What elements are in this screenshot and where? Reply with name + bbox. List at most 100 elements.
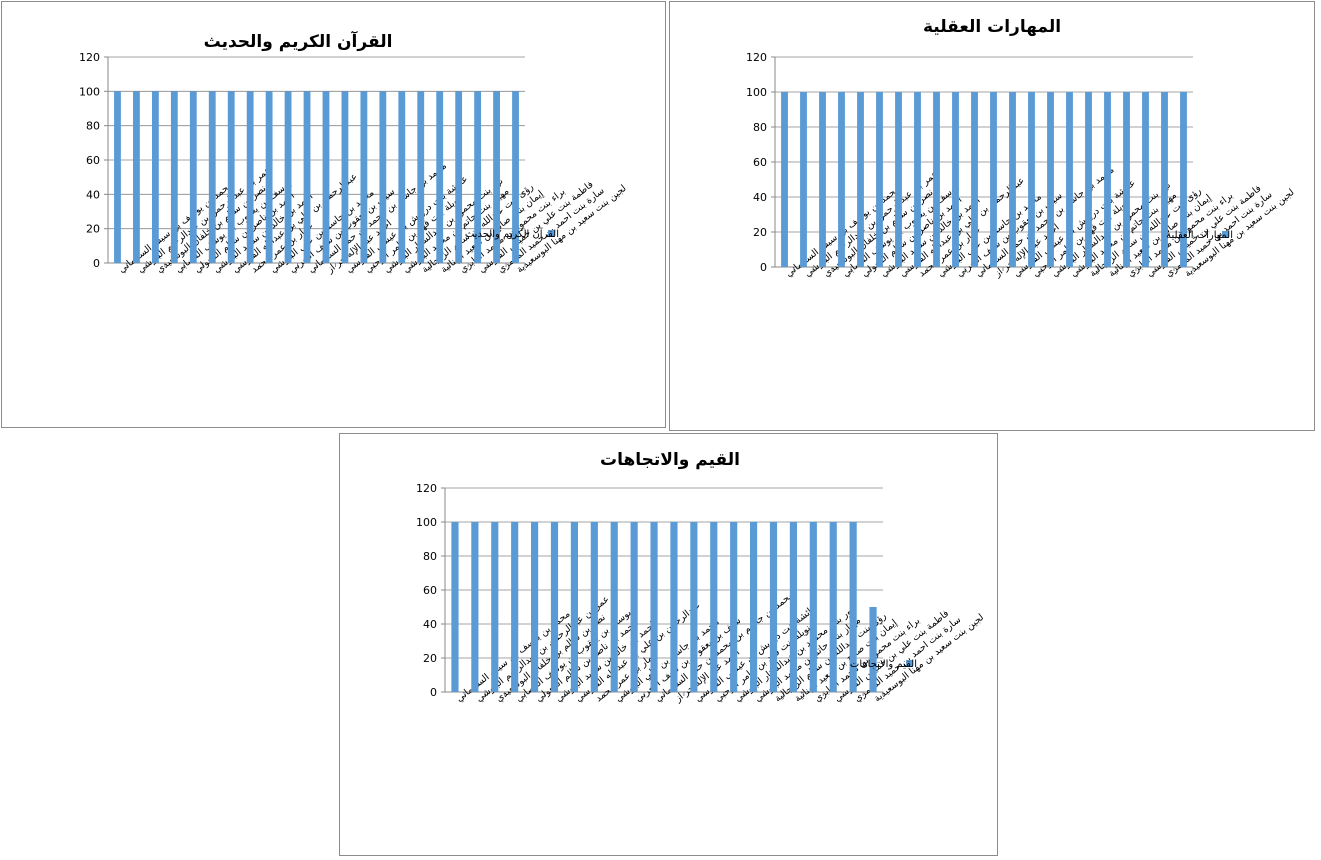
bar bbox=[952, 92, 959, 267]
legend-label: القرآن الكريم والحديث bbox=[465, 227, 559, 240]
bar bbox=[1142, 92, 1149, 267]
y-tick-label: 60 bbox=[86, 154, 100, 167]
y-tick-label: 20 bbox=[86, 223, 100, 236]
bar bbox=[398, 91, 406, 263]
bar bbox=[1028, 92, 1035, 267]
bar bbox=[151, 91, 159, 263]
bar bbox=[265, 91, 273, 263]
bar bbox=[789, 522, 797, 692]
bar bbox=[610, 522, 618, 692]
bar bbox=[493, 91, 500, 263]
y-tick-label: 40 bbox=[423, 618, 437, 631]
bar bbox=[849, 522, 857, 692]
bar bbox=[630, 522, 638, 692]
bar bbox=[303, 91, 311, 263]
legend-swatch bbox=[1222, 231, 1229, 238]
bar bbox=[809, 522, 817, 692]
chart-title: القيم والاتجاهات bbox=[600, 450, 740, 470]
bar bbox=[246, 91, 254, 263]
bar bbox=[670, 522, 678, 692]
bar bbox=[208, 91, 216, 263]
bar bbox=[360, 91, 368, 263]
bar bbox=[417, 91, 425, 263]
chart-panel-mental-skills: المهارات العقلية 120 100 80 60 40 20 0 محمد بن ي… bbox=[669, 1, 1315, 431]
y-tick-label: 0 bbox=[430, 686, 437, 699]
bar bbox=[690, 522, 698, 692]
bar bbox=[570, 522, 578, 692]
y-tick-label: 120 bbox=[416, 482, 437, 495]
bar bbox=[710, 522, 718, 692]
y-tick-label: 20 bbox=[423, 652, 437, 665]
legend-label: القيم والاتجاهات bbox=[850, 659, 917, 670]
bar bbox=[451, 522, 459, 692]
bar bbox=[436, 91, 444, 263]
chart-panel-quran: القرآن الكريم والحديث 120 100 80 60 40 20 0 محمد… bbox=[1, 1, 666, 428]
y-tick-label: 60 bbox=[753, 156, 767, 169]
y-tick-label: 20 bbox=[753, 226, 767, 239]
bar bbox=[284, 91, 292, 263]
bar bbox=[781, 92, 788, 267]
bar bbox=[491, 522, 499, 692]
bar bbox=[800, 92, 807, 267]
y-tick-label: 120 bbox=[746, 51, 767, 64]
bar bbox=[750, 522, 758, 692]
y-tick-label: 80 bbox=[86, 120, 100, 133]
y-tick-label: 60 bbox=[423, 584, 437, 597]
bar bbox=[1066, 92, 1073, 267]
legend-label: المهارات العقلية bbox=[1166, 230, 1233, 241]
bar bbox=[895, 92, 902, 267]
bar bbox=[114, 91, 121, 263]
y-tick-label: 100 bbox=[79, 85, 100, 98]
y-tick-label: 0 bbox=[93, 257, 100, 270]
bar bbox=[170, 91, 178, 263]
bar bbox=[869, 607, 877, 692]
legend-swatch bbox=[906, 660, 913, 667]
y-tick-label: 100 bbox=[746, 86, 767, 99]
bar bbox=[133, 91, 140, 263]
bar bbox=[990, 92, 997, 267]
bar bbox=[1009, 92, 1016, 267]
chart-title: القرآن الكريم والحديث bbox=[204, 30, 393, 52]
bar bbox=[322, 91, 330, 263]
bar bbox=[769, 522, 778, 692]
bar bbox=[379, 91, 387, 263]
bar bbox=[829, 522, 837, 692]
bar bbox=[471, 522, 479, 692]
y-tick-label: 80 bbox=[753, 121, 767, 134]
bar bbox=[189, 91, 197, 263]
bar bbox=[512, 91, 519, 263]
bar bbox=[730, 522, 738, 692]
legend-swatch bbox=[548, 230, 555, 237]
bar bbox=[857, 92, 864, 267]
bar bbox=[1047, 92, 1054, 267]
bar bbox=[819, 92, 826, 267]
bar bbox=[876, 92, 883, 267]
y-tick-label: 120 bbox=[79, 51, 100, 64]
bar bbox=[474, 91, 482, 263]
bar bbox=[914, 92, 921, 267]
bar bbox=[838, 92, 845, 267]
bar bbox=[455, 91, 463, 263]
bar bbox=[1104, 92, 1111, 267]
y-tick-label: 40 bbox=[753, 191, 767, 204]
bar bbox=[550, 522, 559, 692]
bar bbox=[531, 522, 539, 692]
bar bbox=[227, 91, 235, 263]
chart-title: المهارات العقلية bbox=[923, 17, 1061, 37]
y-tick-label: 40 bbox=[86, 188, 100, 201]
bar bbox=[1180, 92, 1187, 267]
y-tick-label: 0 bbox=[760, 261, 767, 274]
y-tick-label: 80 bbox=[423, 550, 437, 563]
chart-panel-values: القيم والاتجاهات 120 100 80 60 40 20 0 محمد بن ي… bbox=[339, 433, 998, 856]
bar bbox=[1161, 92, 1168, 267]
bar bbox=[1123, 92, 1130, 267]
bar bbox=[650, 522, 658, 692]
bar bbox=[341, 91, 349, 263]
bar bbox=[971, 92, 978, 267]
y-tick-label: 100 bbox=[416, 516, 437, 529]
bar bbox=[1085, 92, 1092, 267]
bar bbox=[511, 522, 519, 692]
